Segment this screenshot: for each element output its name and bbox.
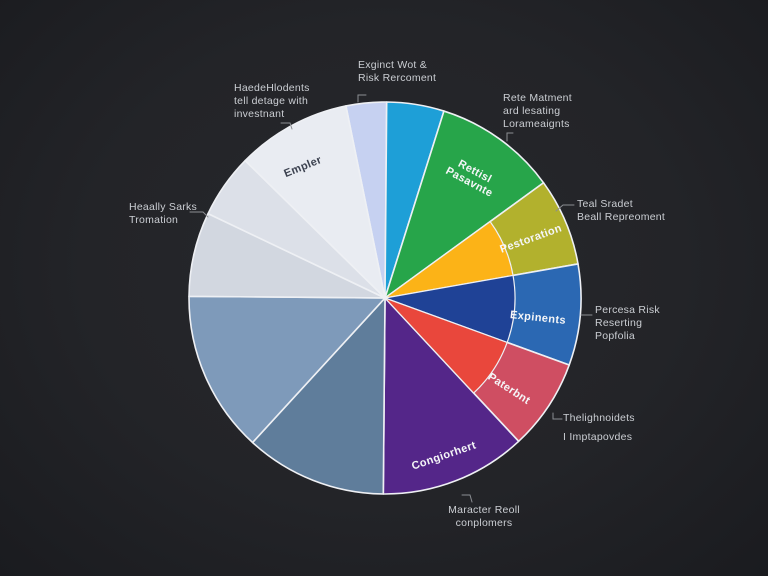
pie-slice-steel-dark: [251, 297, 386, 495]
connector-rete: [506, 132, 514, 142]
callout-maracter-reoll: Maracter Reoll conplomers: [448, 504, 520, 529]
connector-teal: [555, 204, 575, 212]
connector-maracter: [461, 494, 473, 503]
callout-exginct: Exginct Wot & Risk Rercoment: [358, 59, 437, 84]
pie-slice-core-crimson: [384, 297, 508, 394]
connector-exginct: [357, 94, 367, 103]
callout-rete-matment: Rete Matment ard lesating Lorameaignts: [503, 92, 572, 130]
connector-haede: [280, 122, 293, 130]
pie-slice-purple: [382, 297, 520, 495]
callout-haedehlodents: HaedeHlodents tell detage with investnan…: [234, 82, 310, 120]
connector-theligh: [552, 412, 563, 420]
connector-heaally: [189, 211, 209, 218]
pie-slice-white: [244, 105, 386, 299]
pie-slice-green: [384, 110, 545, 299]
pie-slice-steel-light: [188, 295, 386, 444]
callout-heaally-sarks: Heaally Sarks Tromation: [129, 201, 198, 226]
callout-thelighnoidets: Thelighnoidets I Imptapovdes: [563, 412, 635, 443]
callout-teal-sradet: Teal Sradet Beall Repreoment: [577, 198, 666, 223]
callout-percesa-risk: Percesa Risk Reserting Popfolia: [595, 304, 660, 342]
